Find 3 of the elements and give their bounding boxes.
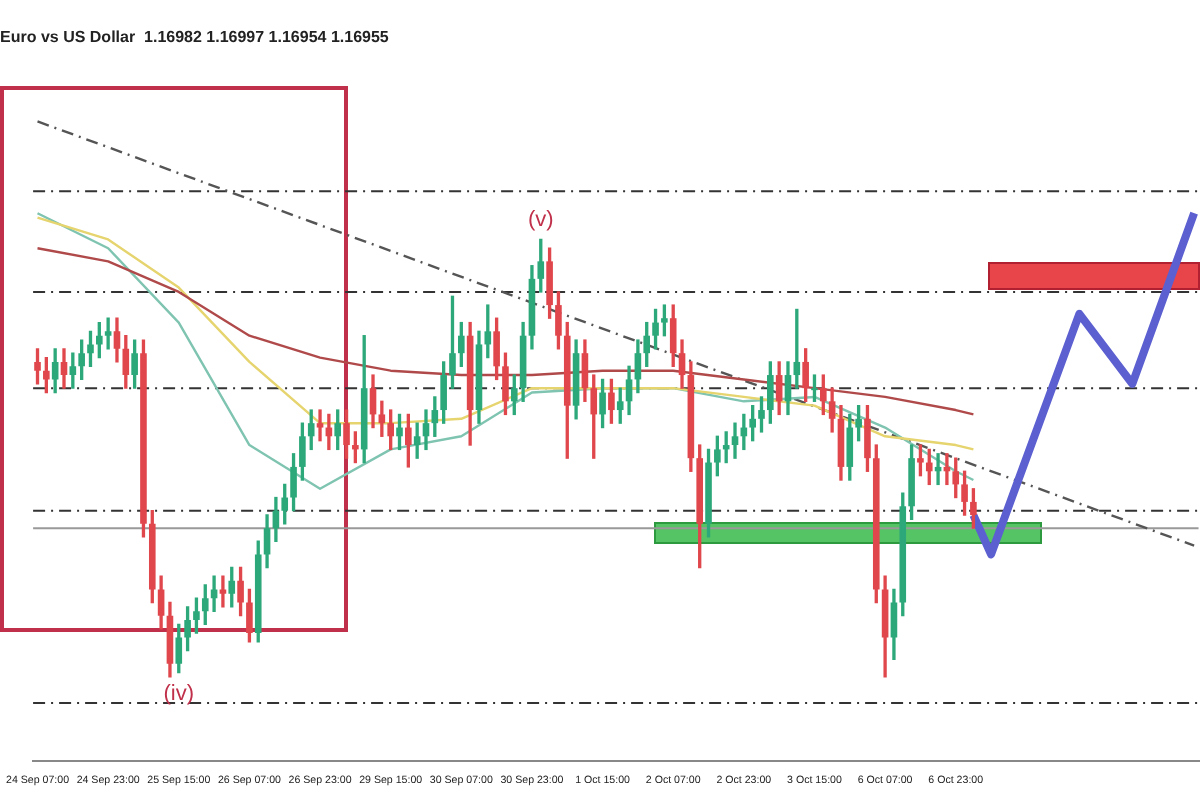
annotation: (iv) (163, 682, 195, 707)
text: (v) (527, 207, 554, 232)
chart-title: Euro vs US Dollar 1.16982 1.16997 1.16954 1.16955 (0, 28, 390, 47)
